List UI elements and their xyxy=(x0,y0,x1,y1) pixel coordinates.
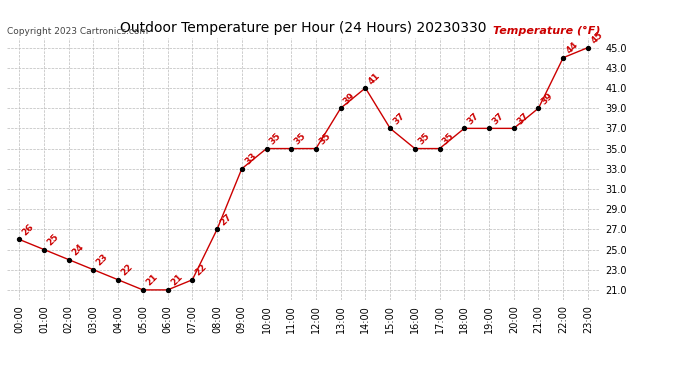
Text: 39: 39 xyxy=(540,91,555,106)
Point xyxy=(212,226,223,232)
Point xyxy=(459,125,470,131)
Text: Copyright 2023 Cartronics.com: Copyright 2023 Cartronics.com xyxy=(7,27,148,36)
Point xyxy=(162,287,173,293)
Point xyxy=(582,45,593,51)
Text: 35: 35 xyxy=(317,131,333,147)
Point xyxy=(384,125,395,131)
Text: 39: 39 xyxy=(342,91,357,106)
Point xyxy=(434,146,445,152)
Text: 25: 25 xyxy=(46,232,61,248)
Text: 35: 35 xyxy=(268,131,283,147)
Point xyxy=(187,277,198,283)
Text: 37: 37 xyxy=(491,111,506,126)
Text: 24: 24 xyxy=(70,242,86,258)
Text: 27: 27 xyxy=(218,212,234,227)
Point xyxy=(335,105,346,111)
Text: 33: 33 xyxy=(243,152,258,167)
Text: 37: 37 xyxy=(466,111,481,126)
Text: 44: 44 xyxy=(564,40,580,56)
Text: 45: 45 xyxy=(589,30,604,46)
Point xyxy=(533,105,544,111)
Point xyxy=(63,256,75,262)
Point xyxy=(409,146,420,152)
Text: 35: 35 xyxy=(441,131,456,147)
Text: 35: 35 xyxy=(293,131,308,147)
Text: 22: 22 xyxy=(194,262,209,278)
Text: 37: 37 xyxy=(515,111,531,126)
Point xyxy=(236,166,247,172)
Point xyxy=(14,236,25,242)
Text: 41: 41 xyxy=(366,70,382,86)
Point xyxy=(88,267,99,273)
Point xyxy=(310,146,322,152)
Point xyxy=(39,246,50,252)
Text: 37: 37 xyxy=(391,111,406,126)
Text: 35: 35 xyxy=(416,131,431,147)
Point xyxy=(286,146,297,152)
Text: 21: 21 xyxy=(144,273,159,288)
Point xyxy=(137,287,148,293)
Text: 23: 23 xyxy=(95,252,110,268)
Text: Temperature (°F): Temperature (°F) xyxy=(493,26,600,36)
Point xyxy=(484,125,495,131)
Text: 21: 21 xyxy=(169,273,184,288)
Point xyxy=(261,146,272,152)
Point xyxy=(112,277,124,283)
Point xyxy=(360,85,371,91)
Point xyxy=(558,55,569,61)
Text: 26: 26 xyxy=(21,222,36,237)
Text: 22: 22 xyxy=(119,262,135,278)
Point xyxy=(509,125,520,131)
Title: Outdoor Temperature per Hour (24 Hours) 20230330: Outdoor Temperature per Hour (24 Hours) … xyxy=(120,21,487,35)
